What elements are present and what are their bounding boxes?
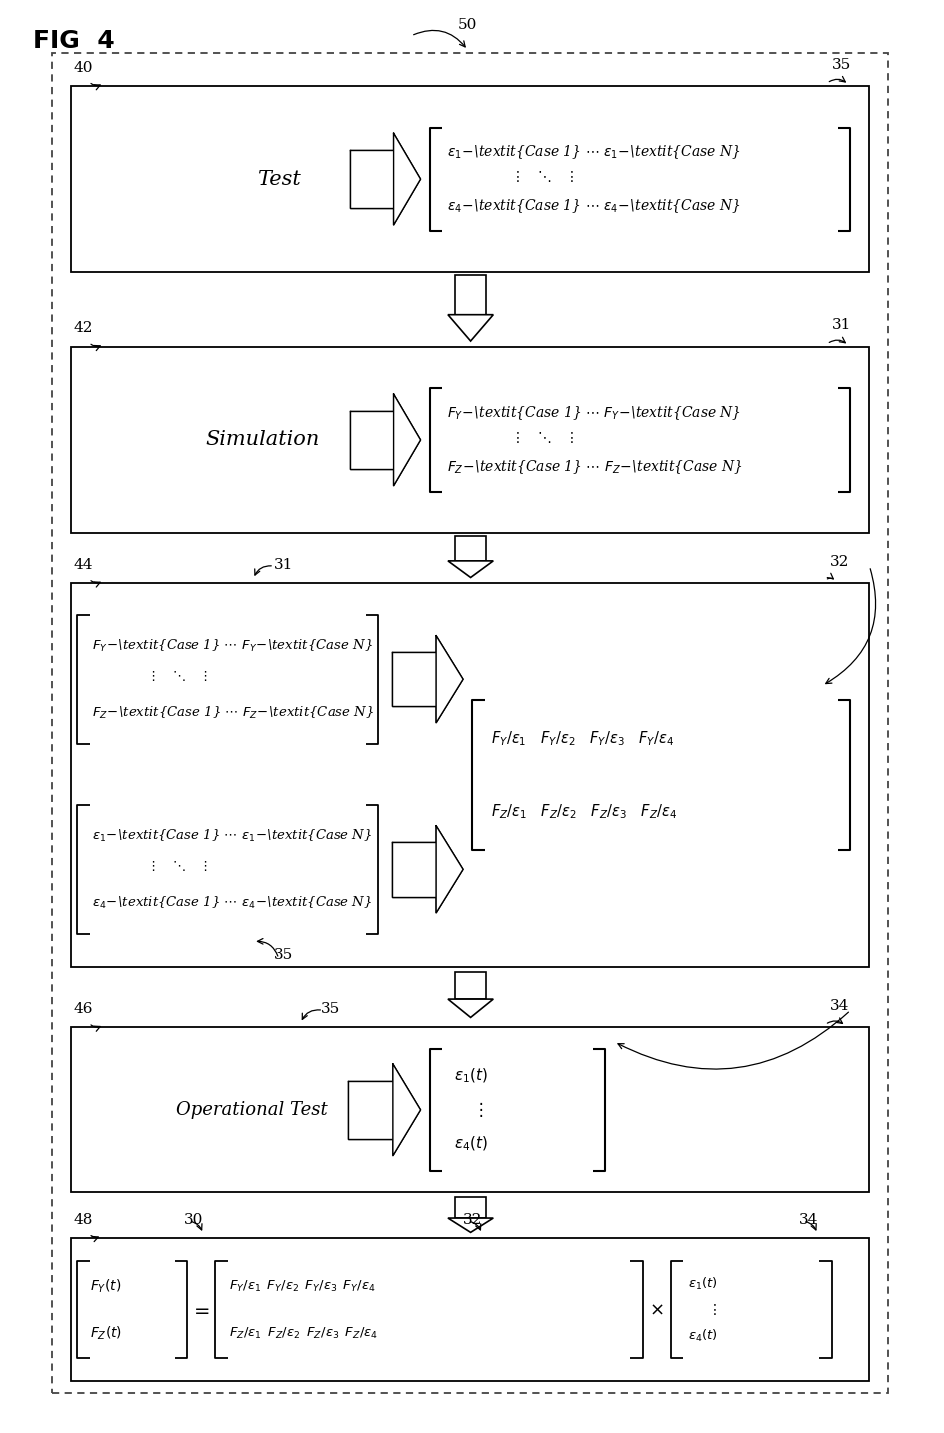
Polygon shape — [447, 315, 493, 341]
Bar — [71, 86, 868, 272]
Text: $F_Y\!-\!$\textit{Case 1} $\cdots\ F_Y\!-\!$\textit{Case N}: $F_Y\!-\!$\textit{Case 1} $\cdots\ F_Y\!… — [92, 638, 372, 653]
Polygon shape — [455, 536, 485, 560]
Text: $\vdots$: $\vdots$ — [472, 1101, 483, 1119]
Text: 31: 31 — [831, 318, 851, 332]
Bar — [71, 1238, 868, 1381]
Polygon shape — [393, 1063, 420, 1155]
Text: $\varepsilon_1(t)$: $\varepsilon_1(t)$ — [453, 1066, 487, 1085]
Bar — [71, 1027, 868, 1192]
Polygon shape — [447, 560, 493, 577]
Text: $F_Z(t)$: $F_Z(t)$ — [90, 1324, 122, 1341]
Text: 30: 30 — [184, 1212, 204, 1227]
Text: $\vdots\quad\ddots\quad\vdots$: $\vdots\quad\ddots\quad\vdots$ — [146, 860, 208, 874]
Bar — [52, 53, 887, 1393]
Text: $\varepsilon_4(t)$: $\varepsilon_4(t)$ — [453, 1135, 487, 1154]
Text: 35: 35 — [321, 1002, 340, 1016]
Text: $F_Z\!-\!$\textit{Case 1} $\cdots\ F_Z\!-\!$\textit{Case N}: $F_Z\!-\!$\textit{Case 1} $\cdots\ F_Z\!… — [447, 459, 742, 476]
Text: 46: 46 — [74, 1002, 93, 1016]
Polygon shape — [349, 411, 393, 469]
Text: $\vdots\quad\ddots\quad\vdots$: $\vdots\quad\ddots\quad\vdots$ — [510, 169, 574, 183]
Text: 32: 32 — [829, 555, 849, 569]
Polygon shape — [347, 1082, 393, 1138]
Polygon shape — [447, 1218, 493, 1232]
Polygon shape — [393, 394, 420, 486]
Text: 32: 32 — [463, 1212, 482, 1227]
Text: $F_Z/\varepsilon_1\quad F_Z/\varepsilon_2\quad F_Z/\varepsilon_3\quad F_Z/\varep: $F_Z/\varepsilon_1\quad F_Z/\varepsilon_… — [491, 802, 677, 821]
Text: 40: 40 — [74, 60, 93, 75]
Text: $\varepsilon_4\!-\!$\textit{Case 1} $\cdots\ \varepsilon_4\!-\!$\textit{Case N}: $\varepsilon_4\!-\!$\textit{Case 1} $\cd… — [447, 198, 740, 215]
Text: $\vdots\quad\ddots\quad\vdots$: $\vdots\quad\ddots\quad\vdots$ — [146, 669, 208, 684]
Text: $F_Y/\varepsilon_1\enspace F_Y/\varepsilon_2\enspace F_Y/\varepsilon_3\enspace F: $F_Y/\varepsilon_1\enspace F_Y/\varepsil… — [228, 1278, 375, 1294]
Text: $F_Y/\varepsilon_1\quad F_Y/\varepsilon_2\quad F_Y/\varepsilon_3\quad F_Y/\varep: $F_Y/\varepsilon_1\quad F_Y/\varepsilon_… — [491, 729, 674, 748]
Text: $\varepsilon_1\!-\!$\textit{Case 1} $\cdots\ \varepsilon_1\!-\!$\textit{Case N}: $\varepsilon_1\!-\!$\textit{Case 1} $\cd… — [92, 828, 372, 844]
Text: 35: 35 — [831, 57, 850, 72]
Text: 31: 31 — [274, 557, 294, 572]
Polygon shape — [393, 133, 420, 225]
Text: $F_Y\!-\!$\textit{Case 1} $\cdots\ F_Y\!-\!$\textit{Case N}: $F_Y\!-\!$\textit{Case 1} $\cdots\ F_Y\!… — [447, 404, 740, 421]
Text: 44: 44 — [74, 557, 93, 572]
Polygon shape — [455, 1197, 485, 1218]
Text: 48: 48 — [74, 1212, 93, 1227]
Text: 34: 34 — [798, 1212, 818, 1227]
Text: Simulation: Simulation — [205, 430, 320, 450]
Text: $\vdots$: $\vdots$ — [706, 1303, 716, 1317]
Polygon shape — [455, 275, 485, 315]
Text: $F_Z/\varepsilon_1\enspace F_Z/\varepsilon_2\enspace F_Z/\varepsilon_3\enspace F: $F_Z/\varepsilon_1\enspace F_Z/\varepsil… — [228, 1326, 378, 1341]
Polygon shape — [392, 843, 435, 897]
Text: $\vdots\quad\ddots\quad\vdots$: $\vdots\quad\ddots\quad\vdots$ — [510, 430, 574, 444]
Polygon shape — [349, 150, 393, 208]
Text: $\varepsilon_4(t)$: $\varepsilon_4(t)$ — [687, 1328, 717, 1344]
Text: $=$: $=$ — [190, 1300, 211, 1320]
Text: Operational Test: Operational Test — [177, 1101, 328, 1119]
Text: Test: Test — [257, 169, 300, 189]
Polygon shape — [455, 972, 485, 999]
Text: $\varepsilon_1\!-\!$\textit{Case 1} $\cdots\ \varepsilon_1\!-\!$\textit{Case N}: $\varepsilon_1\!-\!$\textit{Case 1} $\cd… — [447, 143, 740, 160]
Text: FIG  4: FIG 4 — [33, 29, 115, 53]
Text: 34: 34 — [829, 999, 849, 1013]
Bar — [71, 347, 868, 533]
Text: $F_Z\!-\!$\textit{Case 1} $\cdots\ F_Z\!-\!$\textit{Case N}: $F_Z\!-\!$\textit{Case 1} $\cdots\ F_Z\!… — [92, 705, 374, 721]
Text: $\times$: $\times$ — [649, 1301, 664, 1318]
Polygon shape — [435, 636, 463, 722]
Text: 50: 50 — [458, 17, 477, 32]
Bar — [71, 583, 868, 967]
Polygon shape — [392, 652, 435, 706]
Text: $F_Y(t)$: $F_Y(t)$ — [90, 1278, 121, 1295]
Text: $\varepsilon_4\!-\!$\textit{Case 1} $\cdots\ \varepsilon_4\!-\!$\textit{Case N}: $\varepsilon_4\!-\!$\textit{Case 1} $\cd… — [92, 894, 372, 911]
Polygon shape — [447, 999, 493, 1017]
Polygon shape — [435, 825, 463, 913]
Text: 42: 42 — [74, 321, 93, 335]
Text: 35: 35 — [274, 947, 293, 962]
Text: $\varepsilon_1(t)$: $\varepsilon_1(t)$ — [687, 1275, 717, 1291]
